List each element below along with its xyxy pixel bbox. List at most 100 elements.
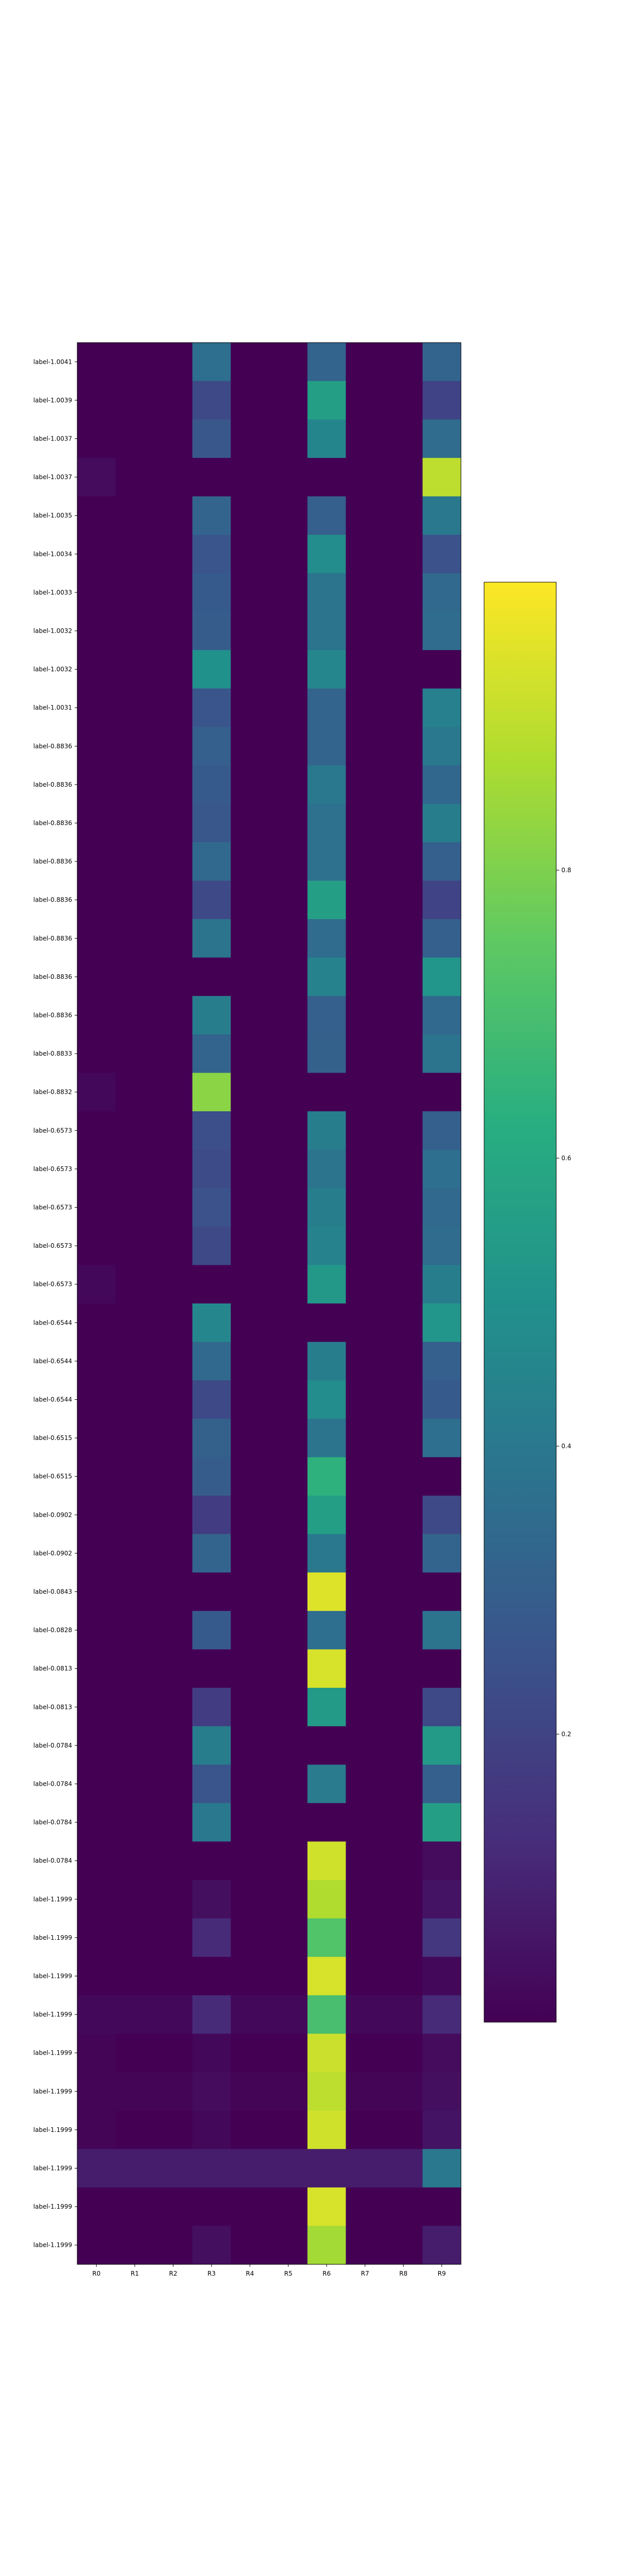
- heatmap-cell: [269, 1880, 308, 1919]
- heatmap-cell: [77, 957, 116, 996]
- heatmap-cell: [307, 1226, 347, 1265]
- heatmap-cell: [231, 957, 270, 996]
- heatmap-cell: [77, 1918, 116, 1957]
- heatmap-cell: [77, 1688, 116, 1727]
- heatmap-cell: [422, 1880, 461, 1919]
- heatmap-cell: [307, 573, 347, 612]
- heatmap-cell: [346, 1111, 385, 1150]
- heatmap-cell: [77, 1457, 116, 1496]
- x-tick-label: R9: [438, 2270, 446, 2277]
- heatmap-cell: [269, 612, 308, 651]
- heatmap-cell: [346, 765, 385, 804]
- heatmap-cell: [77, 1957, 116, 1996]
- heatmap-cell: [422, 381, 461, 420]
- heatmap-cell: [269, 1572, 308, 1612]
- heatmap-cell: [154, 2033, 193, 2073]
- heatmap-cell: [307, 1880, 347, 1919]
- heatmap-cell: [269, 957, 308, 996]
- heatmap-cell: [269, 1265, 308, 1304]
- heatmap-cell: [422, 804, 461, 843]
- heatmap-cell: [231, 996, 270, 1035]
- y-tick-label: label-0.6573: [33, 1242, 72, 1249]
- heatmap-cell: [346, 1880, 385, 1919]
- heatmap-cell: [231, 1765, 270, 1804]
- y-tick-label: label-1.0041: [33, 358, 72, 365]
- heatmap-cell: [231, 1995, 270, 2034]
- heatmap-cell: [77, 1803, 116, 1842]
- heatmap-cell: [307, 1534, 347, 1573]
- heatmap-cell: [384, 804, 423, 843]
- heatmap-cell: [115, 1188, 154, 1227]
- heatmap-cell: [422, 2110, 461, 2149]
- y-tick-label: label-0.6515: [33, 1473, 72, 1480]
- heatmap-cell: [346, 381, 385, 420]
- y-tick-label: label-0.0784: [33, 1857, 72, 1865]
- heatmap-cell: [192, 957, 231, 996]
- heatmap-cell: [384, 1957, 423, 1996]
- heatmap-cell: [154, 919, 193, 958]
- heatmap-cell: [231, 1572, 270, 1612]
- heatmap-cell: [384, 1649, 423, 1688]
- y-tick-label: label-0.8836: [33, 742, 72, 750]
- heatmap-cell: [269, 2226, 308, 2265]
- heatmap-cell: [346, 1265, 385, 1304]
- heatmap-frame: [77, 342, 461, 2265]
- heatmap-cell: [307, 1957, 347, 1996]
- heatmap-cell: [77, 381, 116, 420]
- y-tick-label: label-0.6573: [33, 1281, 72, 1288]
- heatmap-cell: [154, 1726, 193, 1765]
- heatmap-cell: [307, 1342, 347, 1381]
- heatmap-cell: [192, 1034, 231, 1073]
- x-tick-label: R4: [246, 2270, 254, 2277]
- heatmap-cell: [154, 1688, 193, 1727]
- heatmap-cell: [307, 1688, 347, 1727]
- heatmap-cell: [346, 919, 385, 958]
- heatmap-cell: [115, 1303, 154, 1343]
- heatmap-cell: [384, 727, 423, 766]
- y-tick-label: label-1.0035: [33, 512, 72, 519]
- heatmap-cell: [154, 2149, 193, 2188]
- heatmap-cell: [154, 2110, 193, 2149]
- heatmap-cell: [384, 457, 423, 497]
- heatmap-cell: [346, 1572, 385, 1612]
- heatmap-cell: [346, 1918, 385, 1957]
- heatmap-cell: [422, 1496, 461, 1535]
- y-tick-label: label-1.1999: [33, 2088, 72, 2095]
- heatmap-cell: [346, 727, 385, 766]
- heatmap-cell: [192, 1803, 231, 1842]
- heatmap-cell: [231, 1880, 270, 1919]
- heatmap-cell: [422, 1841, 461, 1880]
- heatmap-cell: [384, 2110, 423, 2149]
- heatmap-cell: [77, 688, 116, 727]
- heatmap-cell: [384, 1572, 423, 1612]
- heatmap-cell: [307, 1496, 347, 1535]
- heatmap-cell: [77, 1995, 116, 2034]
- heatmap-cell: [269, 2149, 308, 2188]
- heatmap-cell: [422, 1995, 461, 2034]
- heatmap-cell: [231, 535, 270, 574]
- heatmap-cell: [77, 1073, 116, 1112]
- heatmap-cell: [115, 727, 154, 766]
- y-tick-label: label-0.6544: [33, 1358, 72, 1365]
- heatmap-cell: [231, 1034, 270, 1073]
- heatmap-cell: [346, 880, 385, 920]
- heatmap-cell: [346, 1342, 385, 1381]
- x-tick-label: R1: [131, 2270, 139, 2277]
- heatmap-cell: [77, 419, 116, 459]
- colorbar-tick-label: 0.4: [561, 1443, 571, 1450]
- heatmap-cell: [422, 1034, 461, 1073]
- heatmap-cell: [77, 1649, 116, 1688]
- heatmap-cell: [384, 765, 423, 804]
- heatmap-cell: [384, 1303, 423, 1343]
- heatmap-cell: [192, 1611, 231, 1650]
- heatmap-cell: [154, 650, 193, 689]
- y-tick-label: label-1.0039: [33, 397, 72, 404]
- heatmap-cell: [269, 804, 308, 843]
- heatmap-cell: [77, 2226, 116, 2265]
- heatmap-cell: [307, 381, 347, 420]
- heatmap-cell: [307, 457, 347, 497]
- heatmap-cell: [269, 688, 308, 727]
- heatmap-cell: [192, 1688, 231, 1727]
- heatmap-cell: [346, 1611, 385, 1650]
- heatmap-cell: [307, 1918, 347, 1957]
